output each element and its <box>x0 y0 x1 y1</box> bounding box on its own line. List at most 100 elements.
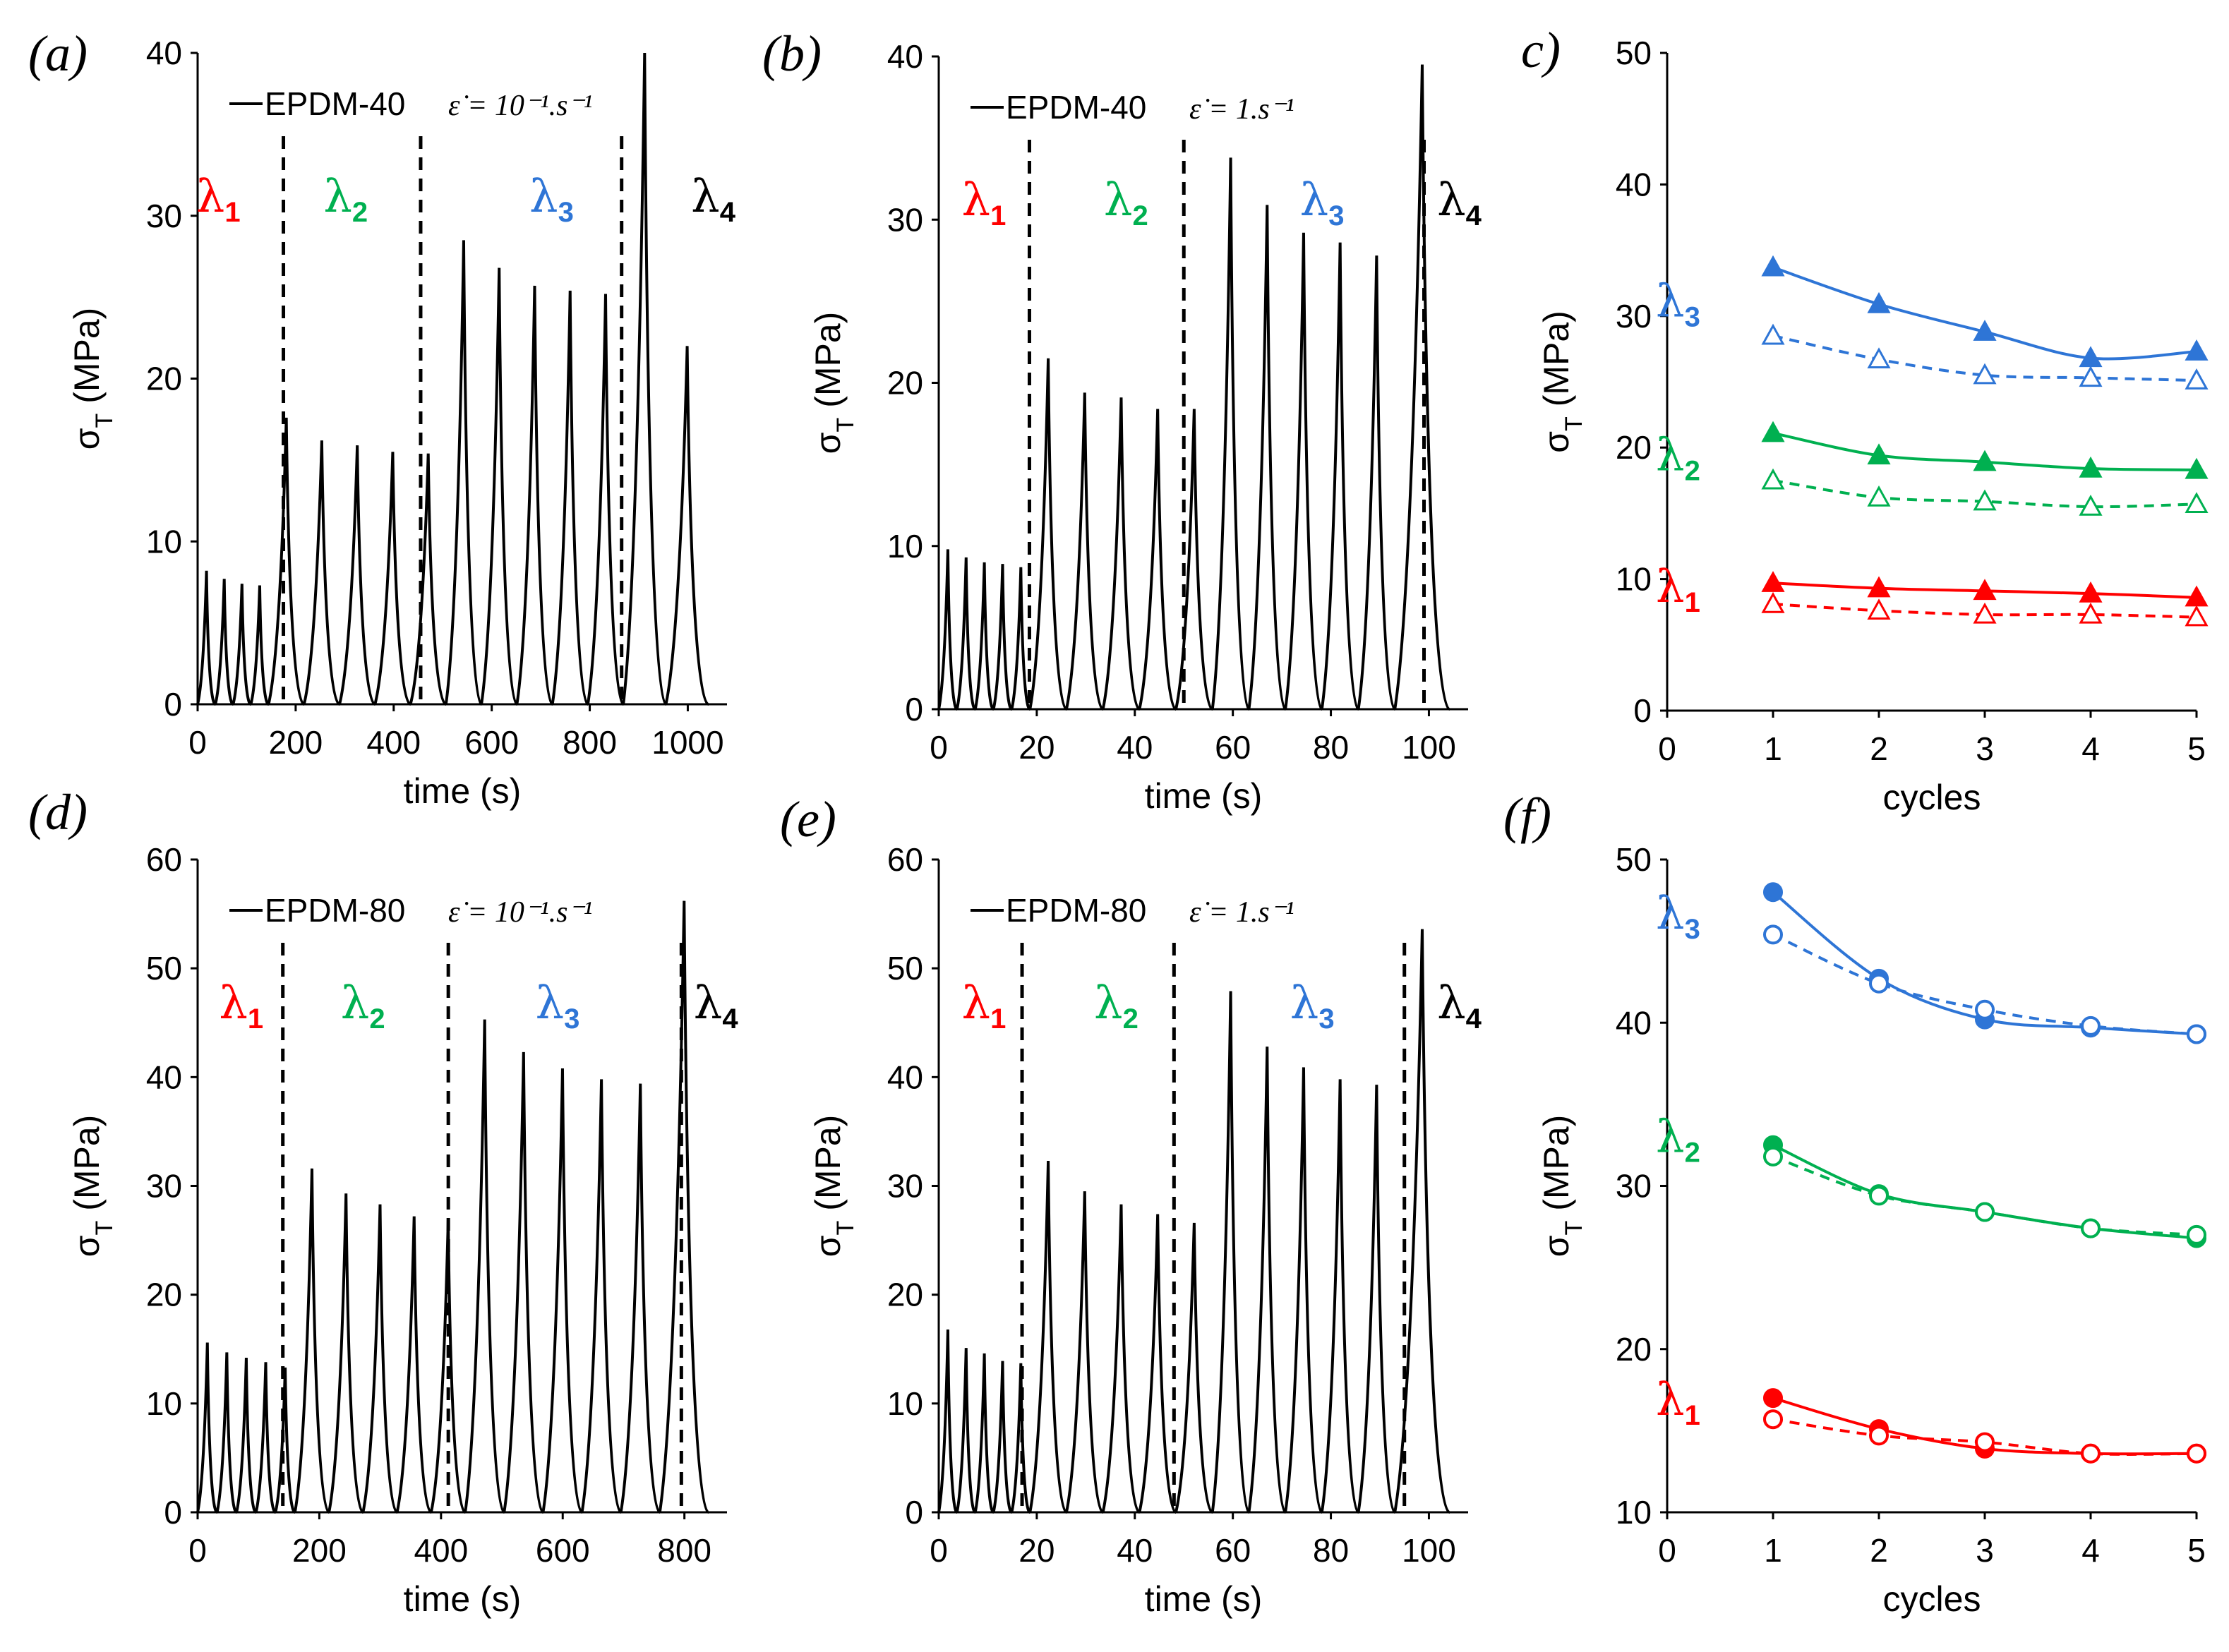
panel-label: (f) <box>1503 788 1551 844</box>
y-tick-label: 30 <box>146 1168 182 1205</box>
y-axis-title: σT (MPa) <box>67 1115 118 1258</box>
stage-label: λ4 <box>1437 174 1482 231</box>
cycle-curve <box>196 1342 219 1514</box>
data-point <box>2079 602 2103 624</box>
cycle-curve <box>361 1204 398 1514</box>
cycle-curve <box>622 52 667 706</box>
cycle-curve <box>395 1216 432 1514</box>
cycle-curve <box>235 1358 257 1514</box>
stage-label: λ4 <box>691 171 736 228</box>
panel-c-cycles-chart: 0 10 20 30 40 50 0 1 2 3 4 5 cycles σT (MPa) c) λ3 λ2 λ1 <box>1521 22 2209 817</box>
stage-label: λ2 <box>1104 174 1148 231</box>
cycle-curve <box>215 1352 239 1514</box>
x-tick-label: 20 <box>1019 1532 1055 1569</box>
stage-label: λ3 <box>1656 275 1700 332</box>
data-point <box>1973 489 1997 511</box>
x-tick-label: 1000 <box>651 724 723 761</box>
y-tick-label: 20 <box>146 361 182 397</box>
data-point <box>1761 323 1785 345</box>
x-tick-label: 5 <box>2187 1532 2206 1569</box>
cycle-curve <box>937 549 959 711</box>
x-tick-label: 200 <box>269 724 323 761</box>
cycle-curve <box>1357 255 1396 711</box>
cycle-curve <box>1393 929 1450 1514</box>
y-tick-label: 20 <box>1616 429 1652 466</box>
cycle-curve <box>503 1051 544 1514</box>
data-point <box>1867 291 1891 313</box>
x-tick-label: 0 <box>930 729 948 766</box>
x-tick-label: 0 <box>188 724 207 761</box>
cycle-curve <box>480 267 518 706</box>
x-tick-label: 20 <box>1019 729 1055 766</box>
legend-strain-rate: ε̇ = 1.s⁻¹ <box>1189 93 1294 126</box>
data-point <box>1867 347 1891 369</box>
x-tick-label: 200 <box>292 1532 347 1569</box>
cycle-curve <box>1320 1079 1359 1514</box>
legend-material: EPDM-80 <box>265 892 405 929</box>
y-tick-label: 10 <box>1616 1494 1652 1531</box>
data-point <box>2081 1015 2101 1036</box>
y-tick-label: 20 <box>1616 1331 1652 1368</box>
x-tick-label: 100 <box>1402 1532 1456 1569</box>
y-tick-label: 0 <box>164 686 182 723</box>
y-tick-label: 40 <box>887 38 923 75</box>
data-point <box>1975 1202 1995 1222</box>
cycle-curve <box>254 1362 277 1514</box>
cycle-curve <box>464 1019 505 1514</box>
y-tick-label: 10 <box>887 1385 923 1422</box>
data-point <box>1973 579 1997 601</box>
series-line <box>1772 1143 2197 1240</box>
data-point <box>2185 492 2209 514</box>
stage-label: λ1 <box>962 977 1007 1035</box>
data-point <box>1761 468 1785 490</box>
cycle-curve <box>274 1367 296 1514</box>
data-point <box>1975 999 1995 1020</box>
cycle-curve <box>1247 205 1287 711</box>
data-point <box>2187 1024 2206 1044</box>
data-point <box>1761 571 1785 592</box>
cycle-curve <box>664 346 709 706</box>
y-tick-label: 30 <box>887 201 923 238</box>
panel-label: c) <box>1521 22 1561 78</box>
y-tick-label: 60 <box>146 841 182 878</box>
series-line <box>1772 1418 2197 1456</box>
data-point <box>1867 485 1891 507</box>
cycle-curve <box>658 900 709 1514</box>
data-point <box>1867 598 1891 620</box>
panel-label: (d) <box>28 784 88 840</box>
y-tick-label: 20 <box>887 1277 923 1313</box>
stage-label: λ2 <box>1656 1111 1700 1169</box>
cycle-curve <box>1284 232 1323 711</box>
x-tick-label: 1 <box>1764 1532 1782 1569</box>
x-tick-label: 5 <box>2187 730 2206 767</box>
x-tick-label: 800 <box>657 1532 711 1569</box>
cycle-curve <box>1028 1160 1067 1514</box>
stage-label: λ3 <box>1656 888 1700 945</box>
cycle-curve <box>1010 567 1032 711</box>
x-tick-label: 600 <box>464 724 519 761</box>
x-tick-label: 4 <box>2081 730 2100 767</box>
stage-label: λ2 <box>1656 430 1700 487</box>
y-tick-label: 40 <box>146 35 182 71</box>
x-tick-label: 0 <box>1658 730 1676 767</box>
data-point <box>1973 602 1997 624</box>
x-tick-label: 2 <box>1870 1532 1888 1569</box>
data-point <box>2079 581 2103 603</box>
cycle-curve <box>973 1353 995 1514</box>
data-point <box>1763 924 1783 945</box>
y-axis-title: σT (MPa) <box>1537 310 1587 453</box>
x-tick-label: 1 <box>1764 730 1782 767</box>
data-point <box>2081 1443 2101 1464</box>
y-tick-label: 30 <box>1616 1168 1652 1205</box>
cycle-curve <box>1138 1214 1177 1514</box>
y-tick-label: 0 <box>905 1494 923 1531</box>
cycle-curve <box>1010 1363 1032 1514</box>
panel-b-time-chart: 0 10 20 30 40 0 20 40 60 80 100 time (s) σT (MPa) (b)… <box>762 25 1482 816</box>
y-tick-label: 50 <box>146 950 182 987</box>
cycle-curve <box>232 584 252 706</box>
x-tick-label: 60 <box>1215 729 1251 766</box>
data-point <box>1867 576 1891 598</box>
x-tick-label: 80 <box>1313 1532 1349 1569</box>
